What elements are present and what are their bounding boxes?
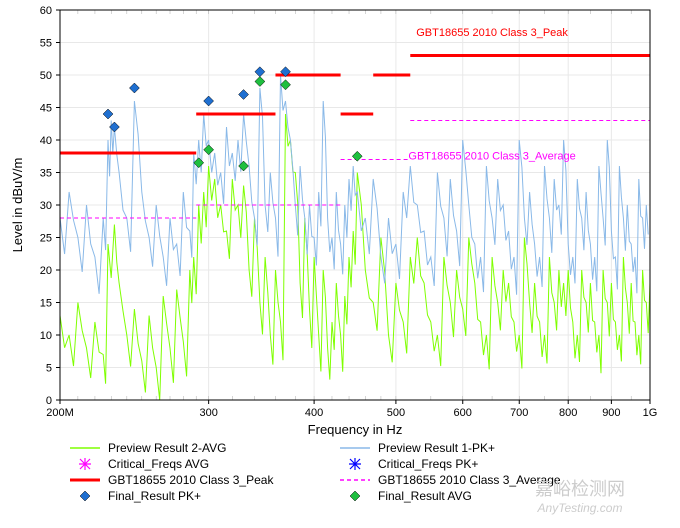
svg-text:Frequency in Hz: Frequency in Hz	[308, 422, 403, 437]
svg-text:35: 35	[40, 168, 52, 180]
svg-text:600: 600	[454, 407, 472, 419]
svg-text:GBT18655 2010 Class 3_Average: GBT18655 2010 Class 3_Average	[378, 473, 561, 487]
svg-text:400: 400	[305, 407, 323, 419]
svg-text:60: 60	[40, 5, 52, 17]
svg-text:30: 30	[40, 200, 52, 212]
svg-text:Preview Result 2-AVG: Preview Result 2-AVG	[108, 441, 226, 455]
svg-text:GBT18655 2010 Class 3_Peak: GBT18655 2010 Class 3_Peak	[108, 473, 274, 487]
svg-text:45: 45	[40, 103, 52, 115]
svg-text:嘉峪检测网: 嘉峪检测网	[535, 479, 625, 499]
svg-text:15: 15	[40, 298, 52, 310]
svg-text:700: 700	[510, 407, 528, 419]
svg-text:25: 25	[40, 233, 52, 245]
svg-text:55: 55	[40, 38, 52, 50]
svg-text:Critical_Freqs AVG: Critical_Freqs AVG	[108, 457, 209, 471]
svg-text:Final_Result PK+: Final_Result PK+	[108, 489, 201, 503]
svg-text:GBT18655 2010 Class 3_Average: GBT18655 2010 Class 3_Average	[408, 151, 575, 163]
svg-text:50: 50	[40, 70, 52, 82]
svg-text:0: 0	[46, 395, 52, 407]
svg-text:40: 40	[40, 135, 52, 147]
svg-text:200M: 200M	[46, 407, 74, 419]
svg-text:Final_Result AVG: Final_Result AVG	[378, 489, 472, 503]
svg-text:500: 500	[387, 407, 405, 419]
svg-text:Critical_Freqs PK+: Critical_Freqs PK+	[378, 457, 478, 471]
svg-text:GBT18655 2010 Class 3_Peak: GBT18655 2010 Class 3_Peak	[416, 27, 568, 39]
svg-text:800: 800	[559, 407, 577, 419]
emc-chart-svg: 0 5 10 15 20 25 30 35 40 45 50 55 60 200M 300 400 500 600…	[0, 0, 680, 528]
svg-text:300: 300	[199, 407, 217, 419]
emc-chart-container: 0 5 10 15 20 25 30 35 40 45 50 55 60 200M 300 400 500 600…	[0, 0, 680, 528]
svg-text:20: 20	[40, 265, 52, 277]
svg-text:900: 900	[602, 407, 620, 419]
svg-text:AnyTesting.com: AnyTesting.com	[537, 501, 623, 515]
svg-text:Preview Result 1-PK+: Preview Result 1-PK+	[378, 441, 495, 455]
svg-text:5: 5	[46, 363, 52, 375]
svg-text:Level in dBuV/m: Level in dBuV/m	[10, 158, 25, 253]
svg-text:1G: 1G	[643, 407, 658, 419]
svg-text:10: 10	[40, 330, 52, 342]
